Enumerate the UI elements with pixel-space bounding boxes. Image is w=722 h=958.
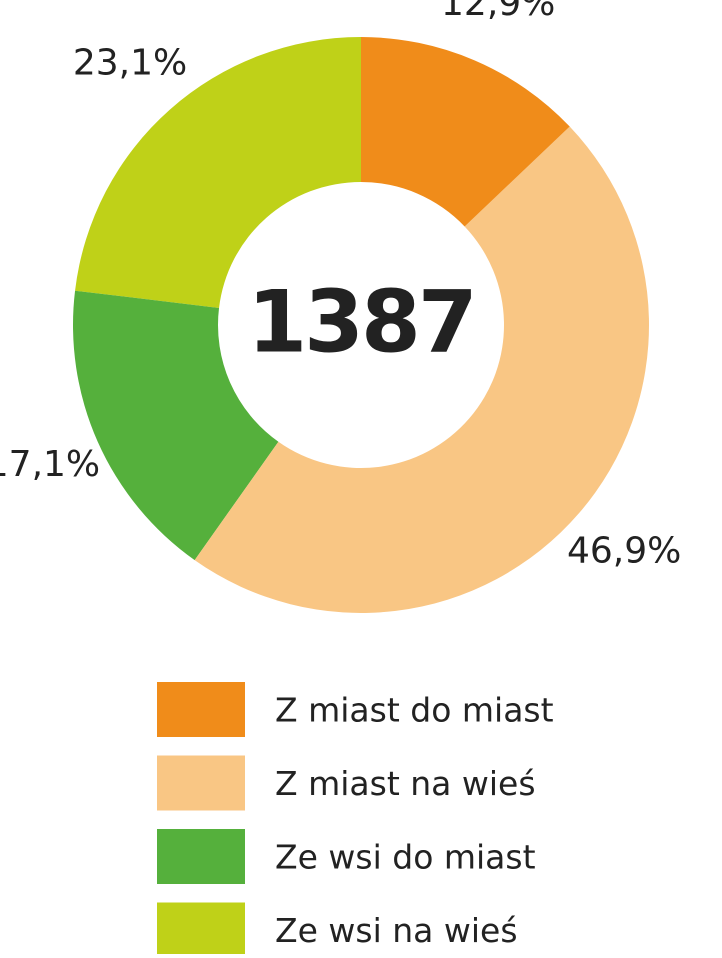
value-label: 12,9% <box>441 0 555 24</box>
value-label: 17,1% <box>0 444 100 485</box>
legend-swatch <box>157 902 245 958</box>
legend-label: Ze wsi do miast <box>275 838 536 877</box>
legend-label: Ze wsi na wieś <box>275 911 518 950</box>
value-label: 46,9% <box>567 531 681 572</box>
value-label: 23,1% <box>73 43 187 84</box>
legend-swatch <box>157 829 245 884</box>
legend-label: Z miast do miast <box>275 691 554 730</box>
legend-swatch <box>157 682 245 737</box>
donut-slice <box>75 37 362 308</box>
legend-label: Z miast na wieś <box>275 764 536 803</box>
donut-slice <box>73 290 279 561</box>
legend-swatch <box>157 755 245 811</box>
center-total: 1387 <box>247 272 474 372</box>
donut-slice <box>194 126 649 614</box>
donut-slice <box>361 37 570 227</box>
